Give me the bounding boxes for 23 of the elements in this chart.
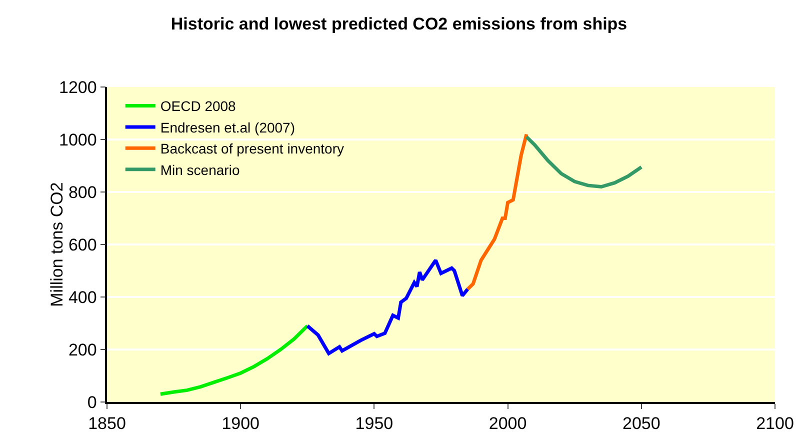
chart-title: Historic and lowest predicted CO2 emissions from ships [170, 14, 628, 34]
x-tick-label: 1850 [88, 414, 126, 434]
y-tick-label: 1000 [59, 130, 97, 150]
line-series [306, 258, 470, 356]
legend-label: OECD 2008 [160, 98, 236, 114]
y-tick-label: 800 [68, 182, 97, 202]
legend-label: Endresen et.al (2007) [160, 119, 295, 136]
x-tick-label: 2000 [488, 414, 527, 434]
y-tick-label: 0 [87, 392, 97, 412]
y-tick-label: 400 [68, 288, 97, 307]
y-tick-label: 1200 [59, 78, 97, 97]
y-tick-label: 200 [68, 340, 97, 360]
x-tick-label: 1950 [355, 414, 394, 434]
legend-label: Backcast of present inventory [160, 140, 344, 157]
line-series [466, 132, 528, 291]
y-tick-label: 600 [68, 235, 97, 254]
line-series [524, 135, 644, 188]
x-tick-label: 2100 [756, 414, 794, 434]
x-tick-label: 2050 [622, 414, 660, 434]
x-tick-label: 1900 [222, 414, 260, 434]
y-axis-title: Million tons CO2 [47, 182, 66, 307]
line-series [158, 324, 310, 396]
legend-label: Min scenario [160, 162, 240, 178]
